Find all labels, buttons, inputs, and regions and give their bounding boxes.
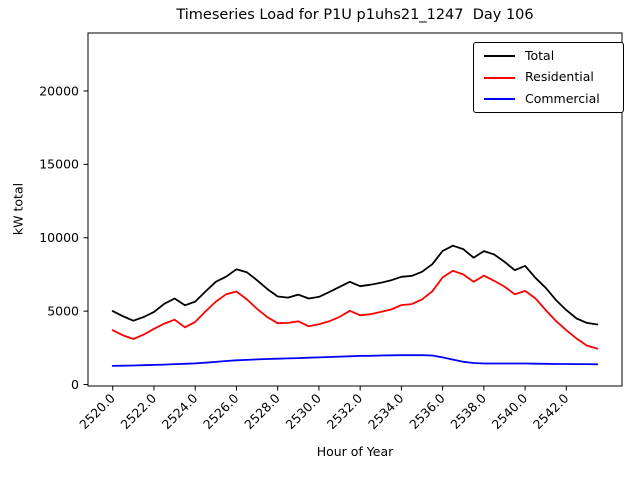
x-tick-label: 2540.0 xyxy=(489,390,531,432)
legend-label-residential: Residential xyxy=(525,69,594,85)
series-line-residential xyxy=(111,269,599,350)
y-tick-label: 0 xyxy=(71,377,79,392)
y-tick-label: 20000 xyxy=(39,83,79,98)
y-tick-label: 10000 xyxy=(39,230,79,245)
x-tick-label: 2522.0 xyxy=(118,390,160,432)
y-tick-label: 5000 xyxy=(47,303,79,318)
x-axis-label: Hour of Year xyxy=(316,444,394,459)
legend-line-sample-commercial xyxy=(484,97,515,100)
x-tick-label: 2532.0 xyxy=(324,390,366,432)
y-tick-label: 15000 xyxy=(39,157,79,172)
series-line-total xyxy=(111,244,599,326)
x-tick-label: 2538.0 xyxy=(447,390,489,432)
series-line-commercial xyxy=(111,354,599,367)
x-tick-label: 2530.0 xyxy=(282,390,324,432)
x-tick-label: 2534.0 xyxy=(365,390,407,432)
legend-label-commercial: Commercial xyxy=(525,90,600,106)
x-tick-label: 2542.0 xyxy=(530,390,572,432)
x-tick-label: 2526.0 xyxy=(200,390,242,432)
legend-box: Total Residential Commercial xyxy=(473,42,624,113)
x-tick-label: 2524.0 xyxy=(159,390,201,432)
legend-line-sample-residential xyxy=(484,76,515,79)
chart-title: Timeseries Load for P1U p1uhs21_1247 Day… xyxy=(176,7,534,23)
axes-frame xyxy=(87,32,623,387)
legend-item-commercial: Commercial xyxy=(484,90,615,106)
y-axis-label: kW total xyxy=(10,182,26,236)
x-tick-label: 2520.0 xyxy=(76,390,118,432)
legend-label-total: Total xyxy=(525,48,555,63)
x-tick-label: 2536.0 xyxy=(406,390,448,432)
legend-item-residential: Residential xyxy=(484,71,615,84)
legend-item-total: Total xyxy=(484,48,615,63)
legend-line-sample-total xyxy=(484,55,515,58)
x-tick-label: 2528.0 xyxy=(241,390,283,432)
